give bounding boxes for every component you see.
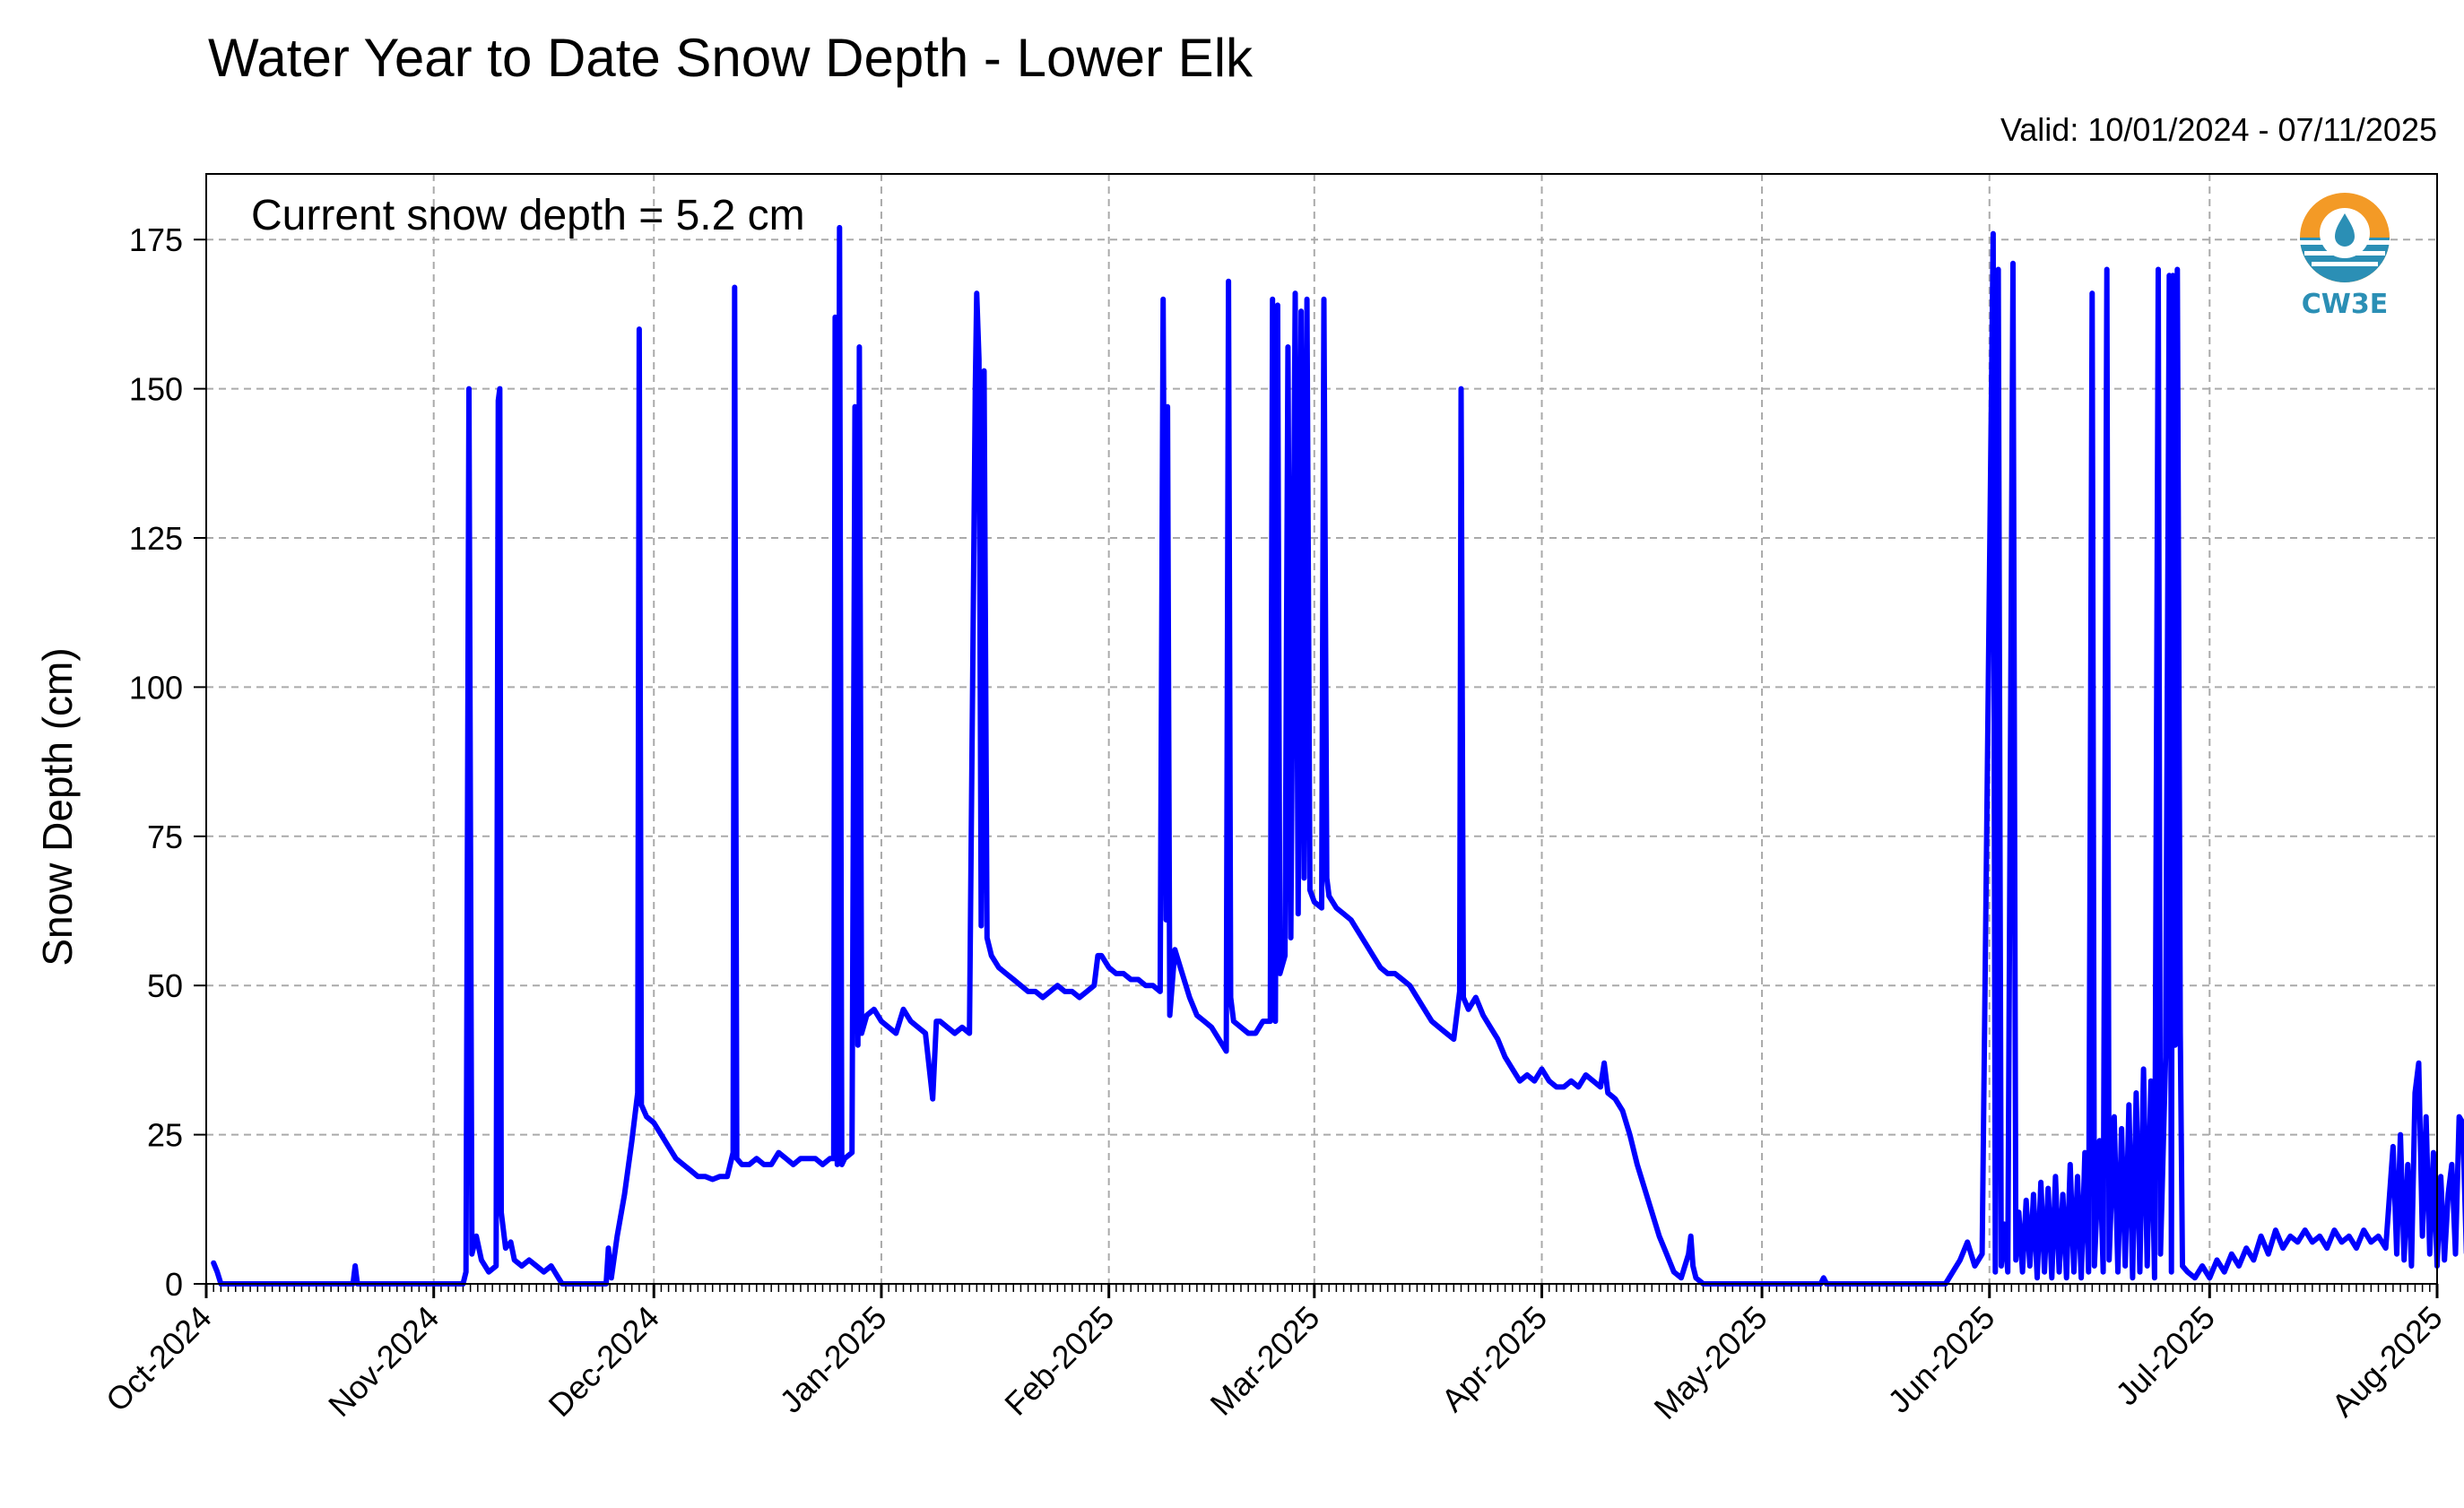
y-tick-label: 50 — [147, 967, 183, 1004]
x-tick-label: Feb-2025 — [997, 1299, 1121, 1423]
x-tick-label: May-2025 — [1647, 1299, 1774, 1426]
grid-lines — [206, 174, 2437, 1284]
x-tick-label: Jul-2025 — [2108, 1299, 2222, 1413]
x-tick-label: Apr-2025 — [1434, 1299, 1554, 1419]
x-tick-label: Mar-2025 — [1203, 1299, 1327, 1423]
cw3e-logo-text: CW3E — [2301, 289, 2389, 320]
valid-date-range: Valid: 10/01/2024 - 07/11/2025 — [2000, 111, 2437, 148]
cw3e-logo: CW3E — [2295, 188, 2394, 332]
x-tick-label: Dec-2024 — [542, 1299, 666, 1424]
y-tick-label: 25 — [147, 1117, 183, 1154]
x-minor-ticks — [205, 1284, 2438, 1292]
x-tick-label: Oct-2024 — [99, 1299, 219, 1419]
x-tick-label: Nov-2024 — [321, 1299, 446, 1424]
y-tick-label: 0 — [165, 1266, 183, 1303]
cw3e-logo-icon — [2300, 193, 2390, 282]
y-tick-label: 175 — [129, 221, 183, 258]
snow-depth-series-line — [211, 224, 2464, 1287]
x-tick-label: Jun-2025 — [1880, 1299, 2001, 1420]
y-tick-label: 150 — [129, 371, 183, 408]
x-tick-label: Aug-2025 — [2324, 1299, 2449, 1424]
y-tick-label: 125 — [129, 520, 183, 557]
y-tick-label: 75 — [147, 819, 183, 855]
plot-frame — [205, 173, 2438, 1285]
y-tick-labels: 0 25 50 75 100 125 150 175 — [129, 221, 183, 1303]
x-tick-label: Jan-2025 — [772, 1299, 893, 1420]
y-tick-label: 100 — [129, 669, 183, 706]
y-axis-label: Snow Depth (cm) — [34, 647, 81, 966]
x-tick-labels: Oct-2024 Nov-2024 Dec-2024 Jan-2025 Feb-2025… — [99, 1299, 2450, 1426]
chart-title: Water Year to Date Snow Depth - Lower El… — [208, 28, 1254, 88]
current-depth-annotation: Current snow depth = 5.2 cm — [251, 192, 805, 239]
